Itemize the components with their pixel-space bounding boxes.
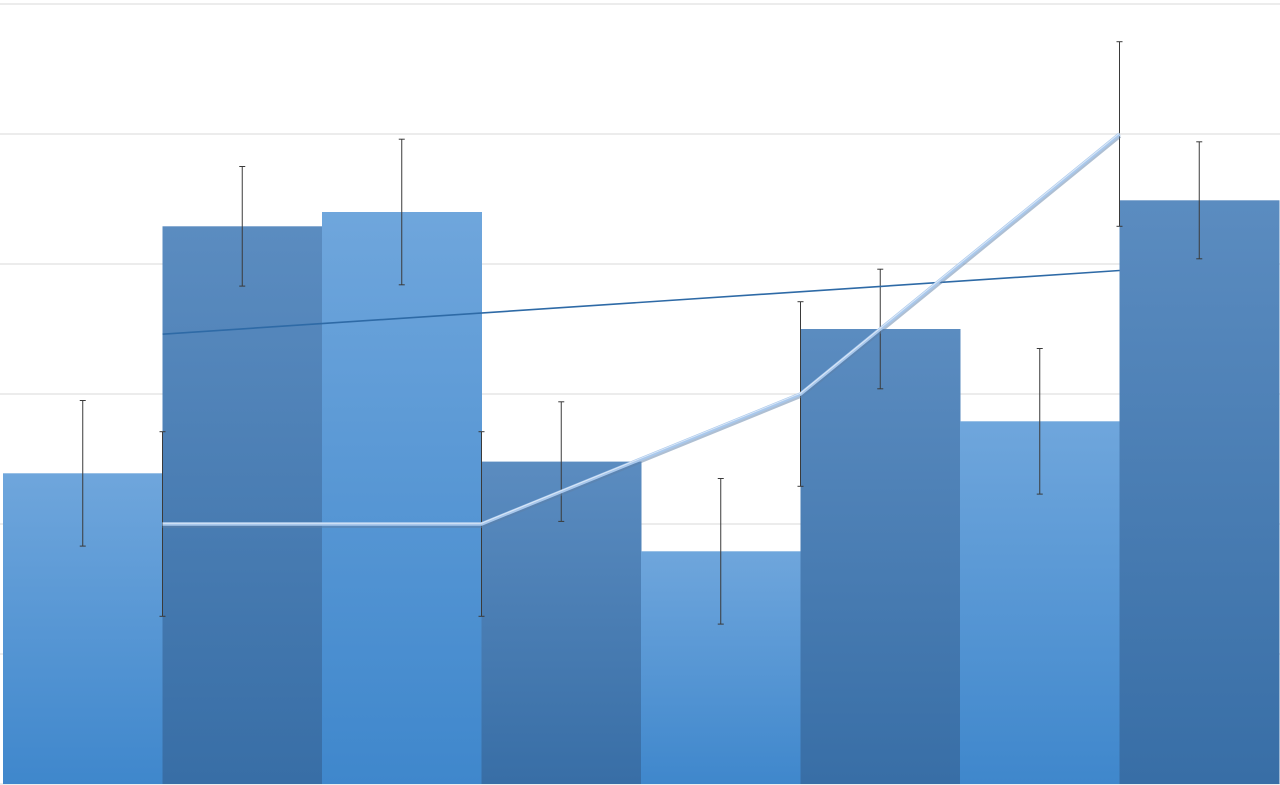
bar [162, 226, 323, 785]
bar-error-bars [79, 138, 1203, 625]
line-series-path [162, 132, 1121, 526]
line-series [162, 132, 1122, 528]
bar [800, 329, 961, 784]
bars [3, 200, 1280, 785]
trendline [162, 269, 1120, 335]
bar [1119, 200, 1280, 785]
bar [322, 212, 482, 784]
line-series-highlight [162, 132, 1120, 524]
trendline-group [162, 269, 1120, 335]
